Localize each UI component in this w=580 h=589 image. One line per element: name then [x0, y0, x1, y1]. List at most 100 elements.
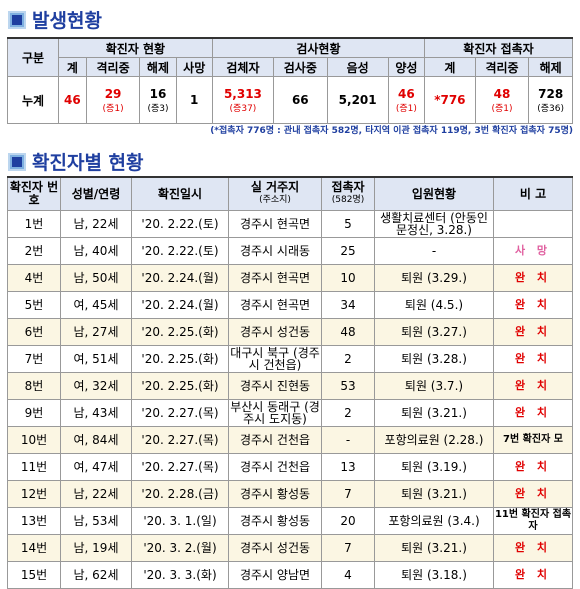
case-cell-residence: 경주시 성건동 — [228, 318, 322, 346]
square-bullet-icon — [8, 152, 26, 171]
contacts-header-sub: (582명) — [331, 195, 365, 205]
case-cell-remark — [493, 210, 573, 238]
col-header-contacts: 접촉자 (582명) — [321, 176, 375, 211]
summary-value: *776 — [434, 93, 466, 107]
case-cell-residence: 경주시 황성동 — [228, 507, 322, 535]
case-cell-status: 퇴원 (3.18.) — [374, 561, 494, 589]
case-cell-status: 퇴원 (3.21.) — [374, 534, 494, 562]
case-cell-status: 퇴원 (3.27.) — [374, 318, 494, 346]
summary-value-cell: 1 — [175, 76, 213, 124]
section-title-occurrence: 발생현황 — [8, 6, 102, 33]
case-cell-contacts: 34 — [321, 291, 375, 319]
col-header-sex-age: 성별/연령 — [60, 176, 132, 211]
case-cell-remark: 11번 확진자 접촉자 — [493, 507, 573, 535]
case-cell-contacts: 53 — [321, 372, 375, 400]
summary-col-header: 검사중 — [273, 57, 328, 77]
case-cell-contacts: 10 — [321, 264, 375, 292]
summary-value: 16 — [149, 86, 167, 101]
summary-value: 46 — [64, 93, 81, 107]
square-bullet-icon — [8, 10, 26, 29]
case-cell-remark: 완 치 — [493, 561, 573, 589]
case-cell-date: '20. 2.24.(월) — [131, 264, 229, 292]
case-cell-status: 퇴원 (3.7.) — [374, 372, 494, 400]
case-cell-date: '20. 2.27.(목) — [131, 426, 229, 454]
case-cell-sex-age: 여, 32세 — [60, 372, 132, 400]
case-cell-residence: 경주시 진현동 — [228, 372, 322, 400]
col-header-remark: 비 고 — [493, 176, 573, 211]
case-row: 11번 여, 47세 '20. 2.27.(목) 경주시 건천읍 13 퇴원 (3.19.… — [7, 453, 573, 481]
case-cell-date: '20. 2.25.(화) — [131, 318, 229, 346]
case-cell-no: 11번 — [7, 453, 61, 481]
case-cell-contacts: 4 — [321, 561, 375, 589]
summary-value-cell: 5,313 (증37) — [211, 76, 275, 124]
summary-value-increase: (증1) — [102, 103, 124, 114]
case-cell-remark: 7번 확진자 모 — [493, 426, 573, 454]
case-cell-date: '20. 2.25.(화) — [131, 345, 229, 373]
case-cell-no: 13번 — [7, 507, 61, 535]
case-cell-residence: 부산시 동래구 (경주시 도지동) — [228, 399, 322, 427]
case-cell-remark: 완 치 — [493, 345, 573, 373]
case-cell-status: - — [374, 237, 494, 265]
case-cell-remark: 완 치 — [493, 453, 573, 481]
case-cell-no: 8번 — [7, 372, 61, 400]
case-cell-no: 5번 — [7, 291, 61, 319]
case-cell-sex-age: 남, 40세 — [60, 237, 132, 265]
summary-col-header: 음성 — [326, 57, 389, 77]
case-cell-sex-age: 여, 45세 — [60, 291, 132, 319]
case-cell-no: 7번 — [7, 345, 61, 373]
case-cell-no: 4번 — [7, 264, 61, 292]
summary-col-header: 계 — [424, 57, 476, 77]
case-cell-sex-age: 남, 50세 — [60, 264, 132, 292]
case-cell-sex-age: 남, 22세 — [60, 210, 132, 238]
row-label: 누계 — [7, 76, 59, 124]
case-cell-contacts: 13 — [321, 453, 375, 481]
case-cell-date: '20. 3. 2.(월) — [131, 534, 229, 562]
summary-col-header: 해제 — [139, 57, 177, 77]
summary-value-cell: 66 — [273, 76, 328, 124]
case-cell-residence: 대구시 북구 (경주시 건천읍) — [228, 345, 322, 373]
summary-value: 1 — [190, 93, 199, 107]
summary-value-increase: (증1) — [395, 103, 417, 114]
case-cell-residence: 경주시 성건동 — [228, 534, 322, 562]
case-row: 9번 남, 43세 '20. 2.27.(목) 부산시 동래구 (경주시 도지동) 2 퇴… — [7, 399, 573, 427]
case-cell-status: 포항의료원 (3.4.) — [374, 507, 494, 535]
case-row: 6번 남, 27세 '20. 2.25.(화) 경주시 성건동 48 퇴원 (3.27.)… — [7, 318, 573, 346]
case-cell-contacts: - — [321, 426, 375, 454]
case-cell-date: '20. 2.25.(화) — [131, 372, 229, 400]
summary-value-cell: 5,201 — [326, 76, 389, 124]
summary-value-increase: (증3) — [147, 103, 169, 114]
contacts-header-label: 접촉자 — [331, 180, 365, 194]
summary-col-header: 계 — [58, 57, 87, 77]
case-row: 1번 남, 22세 '20. 2.22.(토) 경주시 현곡면 5 생활치료센터 (안동인… — [7, 210, 573, 238]
case-cell-remark: 완 치 — [493, 264, 573, 292]
case-cell-remark: 완 치 — [493, 480, 573, 508]
case-cell-residence: 경주시 현곡면 — [228, 264, 322, 292]
summary-value-increase: (증1) — [491, 103, 513, 114]
summary-value-increase: (증37) — [229, 103, 257, 114]
contacts-note: (*접촉자 776명 : 관내 접촉자 582명, 타지역 이관 접촉자 119… — [210, 126, 573, 136]
summary-value: 5,201 — [338, 93, 377, 107]
confirmed-group-header: 확진자 현황 — [58, 37, 213, 58]
case-cell-date: '20. 2.28.(금) — [131, 480, 229, 508]
summary-value-increase: (증36) — [537, 103, 565, 114]
case-cell-sex-age: 남, 22세 — [60, 480, 132, 508]
case-cell-status: 포항의료원 (2.28.) — [374, 426, 494, 454]
case-cell-residence: 경주시 건천읍 — [228, 426, 322, 454]
case-cell-no: 9번 — [7, 399, 61, 427]
summary-value-cell: 16 (증3) — [139, 76, 177, 124]
col-header-date: 확진일시 — [131, 176, 229, 211]
case-cell-remark: 완 치 — [493, 399, 573, 427]
case-row: 2번 남, 40세 '20. 2.22.(토) 경주시 시래동 25- 사 망 — [7, 237, 573, 265]
case-cell-residence: 경주시 양남면 — [228, 561, 322, 589]
summary-col-header: 해제 — [528, 57, 573, 77]
summary-value: 728 — [538, 86, 564, 101]
summary-value: 29 — [104, 86, 122, 101]
case-row: 14번 남, 19세 '20. 3. 2.(월) 경주시 성건동 7 퇴원 (3.21.)… — [7, 534, 573, 562]
summary-value-cell: *776 — [424, 76, 476, 124]
case-cell-no: 6번 — [7, 318, 61, 346]
case-cell-residence: 경주시 현곡면 — [228, 291, 322, 319]
category-header: 구분 — [7, 37, 59, 77]
section-title-text: 발생현황 — [32, 10, 102, 32]
case-cell-sex-age: 여, 47세 — [60, 453, 132, 481]
case-cell-date: '20. 2.24.(월) — [131, 291, 229, 319]
